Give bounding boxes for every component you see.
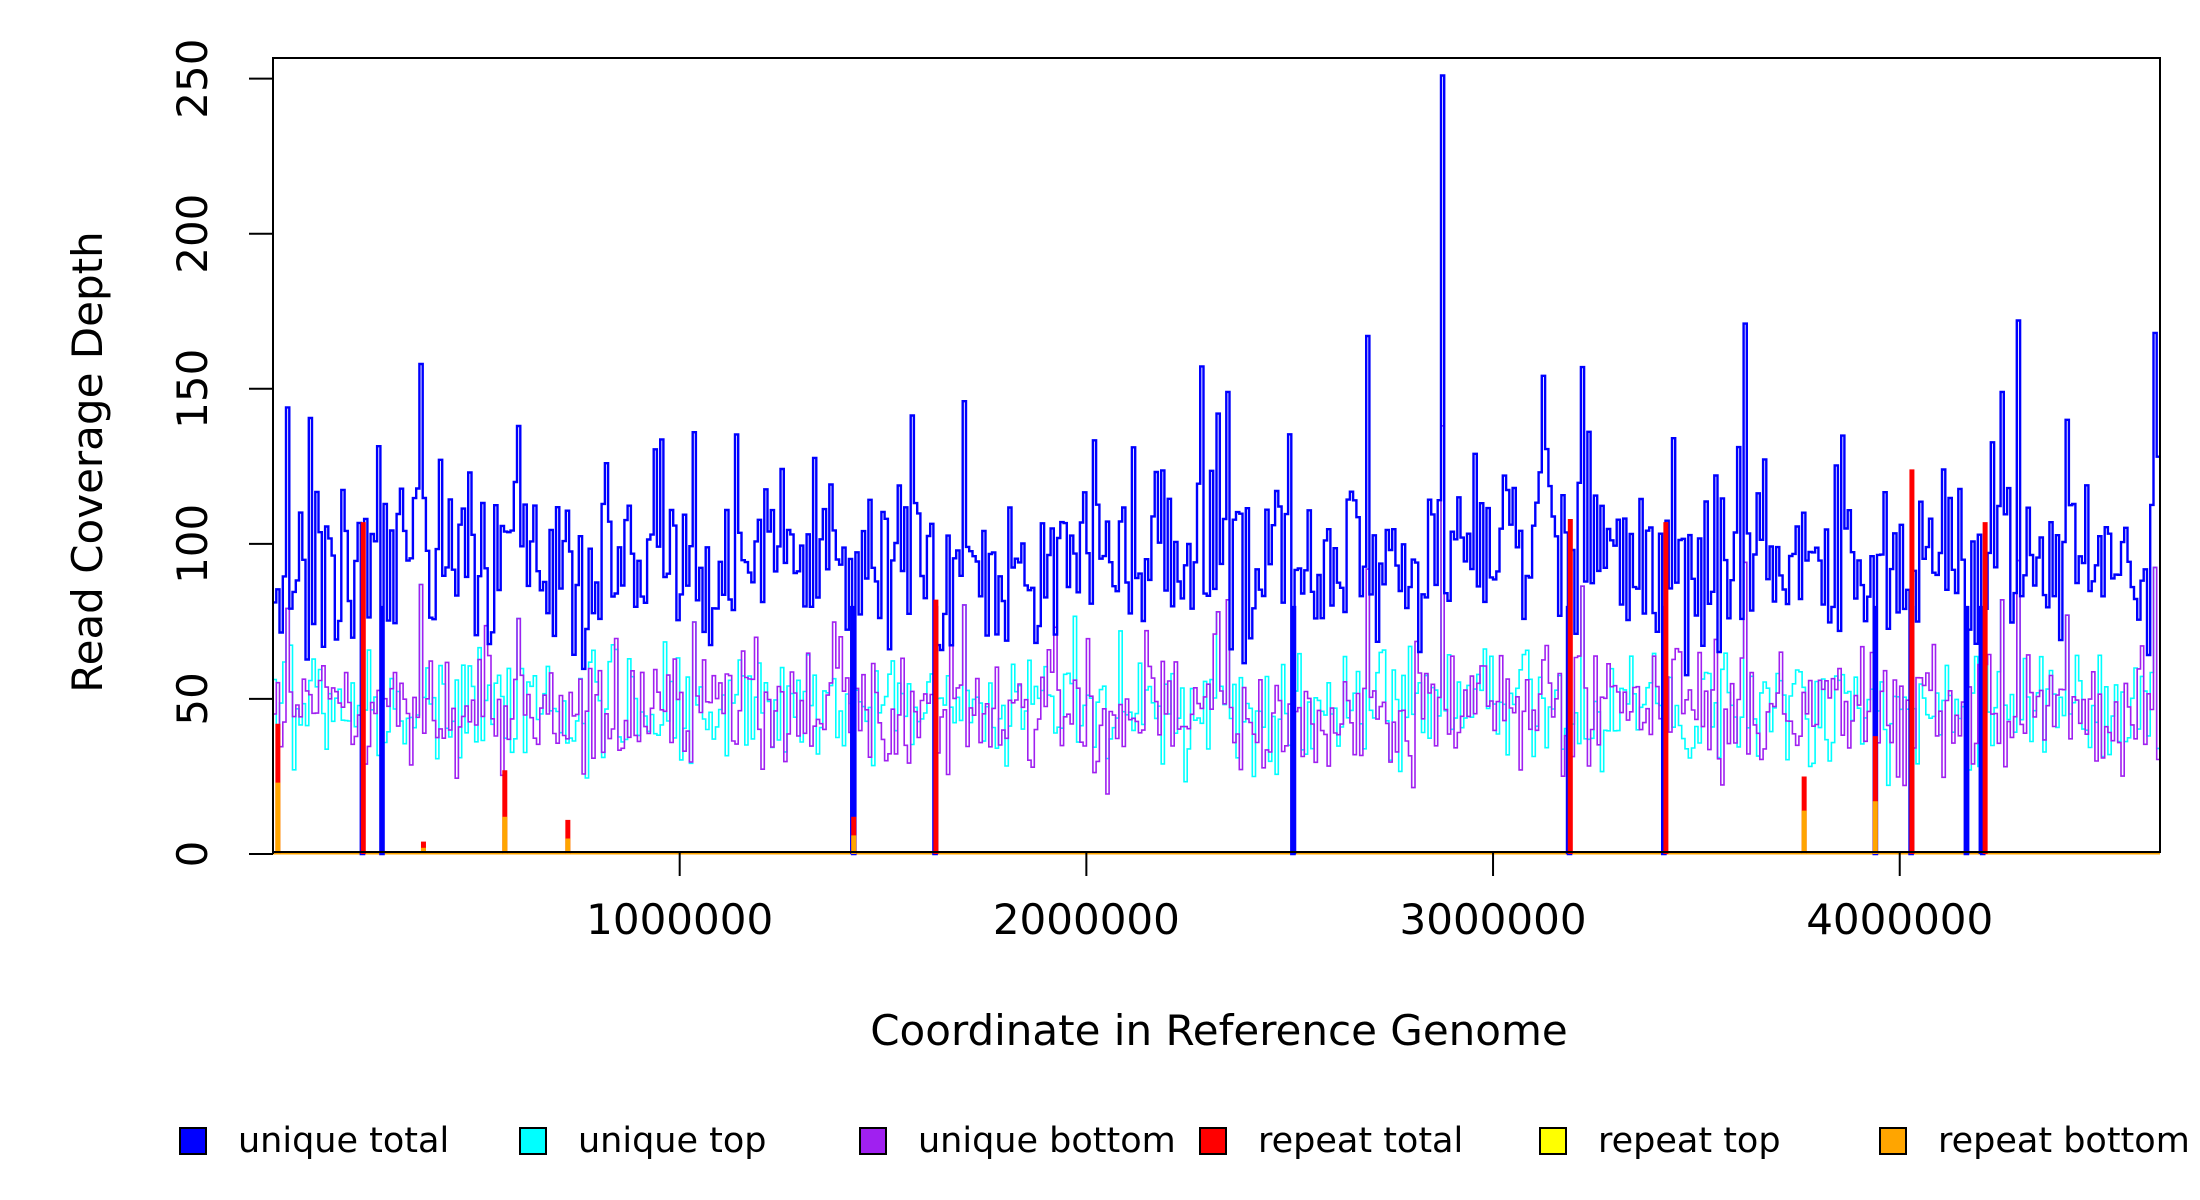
series-layer xyxy=(273,74,2160,856)
series-unique-total xyxy=(273,74,2160,856)
legend-label: repeat top xyxy=(1598,1121,1781,1161)
y-tick-label: 0 xyxy=(168,841,217,868)
series-unique-top xyxy=(273,425,2160,855)
legend: unique total unique top unique bottom repea… xyxy=(179,1121,2190,1161)
x-tick-label: 3000000 xyxy=(1400,895,1587,944)
x-tick-label: 4000000 xyxy=(1806,895,1993,944)
legend-swatch xyxy=(859,1127,887,1155)
x-axis: 1000000 2000000 3000000 4000000 xyxy=(586,851,1993,944)
legend-swatch xyxy=(179,1127,207,1155)
y-tick-label: 250 xyxy=(168,39,217,119)
legend-label: unique total xyxy=(238,1121,449,1161)
x-tick-label: 1000000 xyxy=(586,895,773,944)
series-unique-bottom xyxy=(273,425,2160,855)
y-tick-label: 100 xyxy=(168,504,217,584)
x-axis-title: Coordinate in Reference Genome xyxy=(870,1006,1568,1055)
legend-label: unique bottom xyxy=(918,1121,1176,1161)
legend-label: repeat bottom xyxy=(1938,1121,2190,1161)
plot-area xyxy=(272,57,2161,856)
legend-swatch xyxy=(1539,1127,1567,1155)
y-axis-title: Read Coverage Depth xyxy=(63,231,112,692)
y-tick-label: 150 xyxy=(168,349,217,429)
legend-swatch xyxy=(519,1127,547,1155)
y-tick-label: 200 xyxy=(168,194,217,274)
x-tick-label: 2000000 xyxy=(993,895,1180,944)
y-tick-label: 50 xyxy=(168,672,217,725)
legend-label: unique top xyxy=(578,1121,767,1161)
legend-label: repeat total xyxy=(1258,1121,1463,1161)
y-axis: 0 50 100 150 200 250 xyxy=(168,39,274,868)
legend-swatch xyxy=(1199,1127,1227,1155)
legend-swatch xyxy=(1879,1127,1907,1155)
